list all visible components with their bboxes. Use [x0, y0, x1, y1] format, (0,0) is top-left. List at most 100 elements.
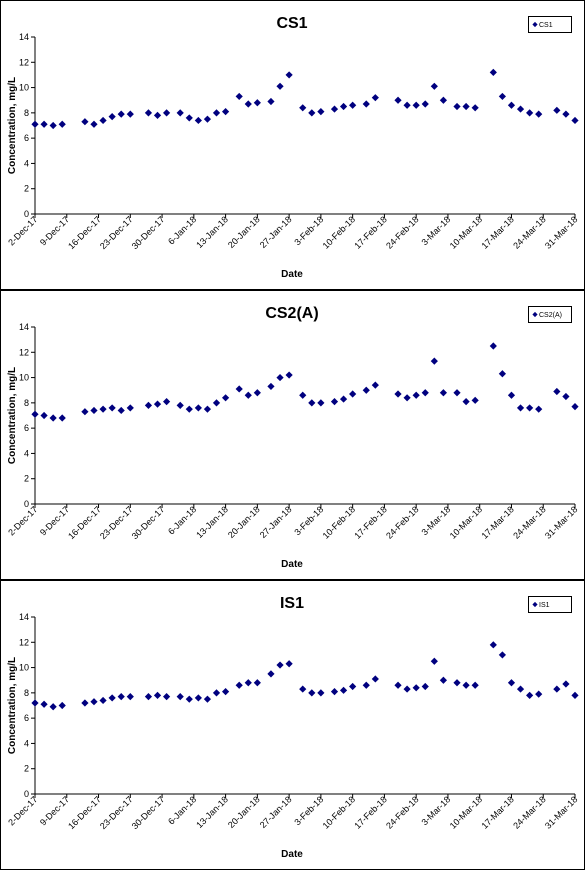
legend-marker — [532, 311, 538, 318]
y-tick-label: 14 — [19, 612, 29, 622]
data-point — [185, 114, 193, 122]
data-point — [362, 386, 370, 394]
data-point — [58, 414, 66, 422]
data-point — [212, 399, 221, 407]
data-point — [126, 404, 134, 412]
data-point — [317, 107, 325, 116]
data-point — [194, 116, 202, 125]
data-point — [371, 94, 379, 102]
y-tick-label: 0 — [24, 209, 29, 219]
data-point — [285, 371, 293, 379]
legend-label: CS1 — [539, 22, 553, 29]
data-point — [394, 681, 402, 689]
data-point — [453, 679, 461, 687]
data-point — [553, 685, 561, 693]
data-point — [203, 405, 212, 413]
data-point — [308, 399, 316, 407]
data-point — [153, 691, 162, 699]
data-point — [471, 104, 479, 112]
data-point — [299, 685, 307, 693]
data-point — [430, 657, 438, 665]
y-tick-label: 14 — [19, 32, 29, 42]
data-point — [553, 106, 561, 114]
legend: CS2(A) — [528, 306, 572, 323]
data-point — [108, 113, 116, 121]
data-point — [439, 96, 448, 104]
data-point — [40, 120, 48, 128]
y-tick-label: 2 — [24, 184, 29, 194]
data-point — [317, 399, 325, 407]
legend-marker — [532, 601, 538, 608]
data-point — [244, 100, 252, 108]
data-point — [339, 686, 348, 694]
data-point — [285, 660, 293, 668]
data-point — [507, 101, 516, 109]
data-point — [49, 703, 57, 711]
data-point — [430, 82, 438, 90]
data-point — [117, 110, 125, 118]
data-point — [462, 681, 470, 689]
data-point — [212, 689, 221, 697]
data-point — [99, 696, 107, 705]
y-tick-label: 0 — [24, 499, 29, 509]
data-point — [317, 689, 325, 697]
data-point — [471, 681, 479, 689]
data-point — [453, 389, 461, 397]
data-point — [212, 109, 221, 117]
data-point — [535, 690, 543, 698]
data-point — [439, 389, 448, 397]
data-point — [162, 693, 171, 701]
data-point — [498, 370, 506, 378]
data-point — [276, 373, 284, 382]
data-point — [308, 689, 316, 697]
data-point — [176, 401, 184, 409]
y-tick-label: 2 — [24, 474, 29, 484]
series-CS2(A) — [31, 342, 579, 422]
data-point — [362, 681, 370, 689]
data-point — [489, 342, 497, 350]
y-axis-title: Concentration, mg/L — [7, 367, 18, 464]
chart-title: CS2(A) — [265, 305, 318, 322]
data-point — [276, 661, 284, 669]
data-point — [144, 693, 153, 701]
data-point — [562, 392, 570, 401]
data-point — [221, 107, 230, 116]
data-point — [235, 681, 243, 689]
data-point — [339, 102, 348, 111]
y-tick-label: 12 — [19, 57, 29, 67]
data-point — [439, 676, 448, 684]
data-point — [516, 105, 525, 113]
data-point — [31, 410, 39, 418]
panel-border — [0, 580, 585, 870]
data-point — [126, 693, 134, 701]
data-point — [349, 390, 357, 398]
y-tick-label: 2 — [24, 764, 29, 774]
data-point — [421, 389, 429, 397]
data-point — [144, 109, 153, 117]
data-point — [203, 695, 212, 703]
data-point — [49, 121, 57, 130]
data-point — [267, 382, 275, 391]
data-point — [571, 691, 579, 699]
data-point — [330, 687, 339, 696]
data-point — [81, 408, 89, 416]
y-tick-label: 8 — [24, 108, 29, 118]
data-point — [285, 71, 293, 79]
data-point — [371, 675, 379, 683]
data-point — [308, 109, 316, 117]
data-point — [81, 118, 89, 126]
data-point — [126, 110, 134, 118]
data-point — [194, 694, 202, 702]
data-point — [507, 679, 516, 687]
data-point — [489, 68, 497, 76]
data-point — [489, 641, 497, 649]
y-tick-label: 8 — [24, 688, 29, 698]
data-point — [330, 105, 339, 113]
data-point — [299, 391, 307, 399]
data-point — [498, 92, 506, 101]
data-point — [462, 102, 470, 111]
y-axis-title: Concentration, mg/L — [7, 657, 18, 754]
data-point — [535, 405, 543, 413]
series-CS1 — [31, 68, 579, 130]
data-point — [516, 404, 525, 412]
